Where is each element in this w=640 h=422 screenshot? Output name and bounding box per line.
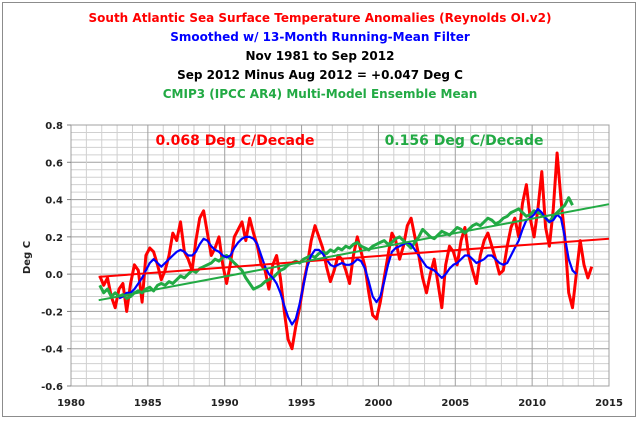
y-axis-label: Deg C [22, 241, 33, 274]
series-line-1 [118, 207, 578, 326]
chart-subtitle-change: Sep 2012 Minus Aug 2012 = +0.047 Deg C [177, 68, 463, 82]
x-tick-label: 1980 [57, 398, 85, 409]
x-tick-label: 1995 [288, 398, 316, 409]
y-tick-label: 0.8 [45, 121, 63, 132]
y-tick-label: -0.4 [41, 345, 63, 356]
trend-line-3 [98, 237, 610, 278]
x-tick-label: 2015 [595, 398, 623, 409]
chart-title: South Atlantic Sea Surface Temperature A… [88, 11, 552, 25]
x-tick-label: 2010 [518, 398, 546, 409]
trend-annotation-1: 0.156 Deg C/Decade [385, 133, 544, 149]
plot-area-border [70, 124, 610, 387]
series-line-2 [98, 196, 574, 300]
x-tick-label: 1985 [134, 398, 162, 409]
trend-annotation-0: 0.068 Deg C/Decade [156, 133, 315, 149]
y-tick-label: -0.6 [41, 382, 63, 393]
axes [67, 124, 610, 387]
chart-subtitle-period: Nov 1981 to Sep 2012 [245, 49, 395, 63]
y-tick-label: 0.4 [45, 196, 63, 207]
y-tick-label: 0.2 [45, 233, 63, 244]
series-line-0 [98, 151, 594, 351]
x-tick-label: 2005 [441, 398, 469, 409]
chart-subtitle-model: CMIP3 (IPCC AR4) Multi-Model Ensemble Me… [162, 87, 478, 101]
x-tick-label: 2000 [365, 398, 393, 409]
series [98, 151, 610, 351]
grid [70, 124, 610, 387]
labels: 0.8 0.6 0.4 0.2 0.0 -0.2 -0.4 -0.6 1980 1985 1990 1… [22, 121, 623, 409]
x-tick-label: 1990 [211, 398, 239, 409]
y-tick-label: 0.6 [45, 158, 63, 169]
y-tick-label: 0.0 [45, 270, 63, 281]
y-tick-label: -0.2 [41, 307, 63, 318]
trend-line-4 [98, 203, 610, 302]
chart-subtitle-smoothing: Smoothed w/ 13-Month Running-Mean Filter [170, 30, 470, 44]
